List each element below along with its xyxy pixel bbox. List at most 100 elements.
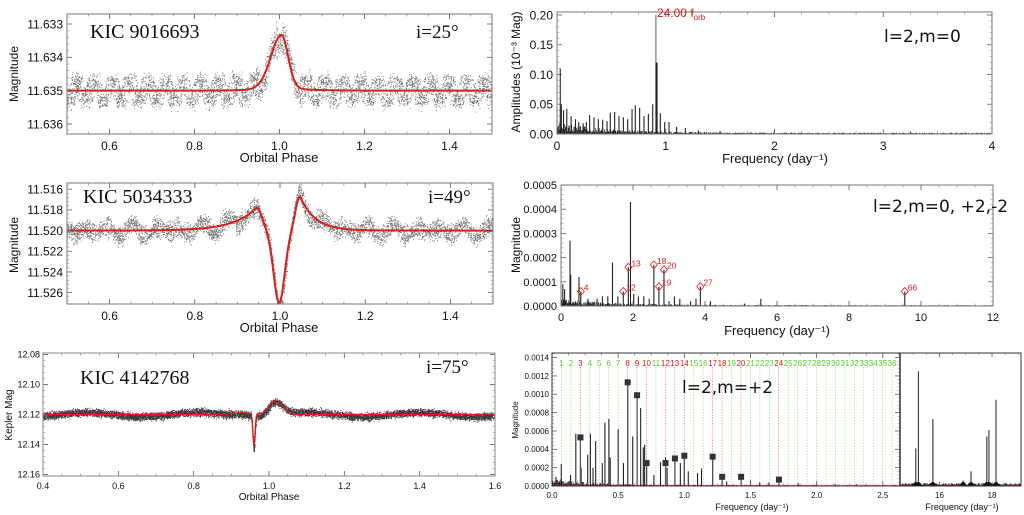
lc1-xtick-label: 0.6 — [101, 139, 118, 153]
lc1-ytick-label: 11.634 — [27, 51, 63, 65]
ps2-xtick-label: 2 — [630, 312, 636, 324]
ps3-square-marker — [577, 434, 584, 441]
lc1-xtick-label: 0.8 — [186, 139, 203, 153]
ps3-harmonic-label: 17 — [708, 359, 717, 368]
ps3-xtick-label: 1.0 — [679, 491, 691, 500]
ps3-square-marker — [671, 455, 678, 462]
ps2-xtick-label: 6 — [774, 312, 780, 324]
ps3-ytick-label: 0.0012 — [525, 372, 550, 381]
ps2-harmonic-marker — [619, 286, 628, 297]
ps3-inset-peak-base — [959, 482, 968, 486]
lc2-ytick-label: 11.520 — [27, 224, 63, 238]
ps1-spectrum — [557, 14, 992, 134]
ps3-harmonic-label: 5 — [597, 359, 602, 368]
lc1-plot-area: 0.6 0.8 1.0 1.2 1.4 11.633 11.634 11.635 11.636 — [27, 14, 493, 153]
ps3-harmonic-label: 9 — [635, 359, 640, 368]
lc3-inclination-label: i=75° — [426, 357, 469, 378]
ps2-xtick-label: 8 — [846, 312, 852, 324]
ps1-peak-annotation-sub: orb — [694, 13, 706, 22]
lc2-x-axis-title: Orbital Phase — [240, 320, 319, 335]
ps2-mode-label: l=2,m=0, +2,-2 — [873, 197, 1008, 217]
ps3-inset-peak-base — [928, 482, 937, 486]
ps3-harmonic-label: 3 — [578, 359, 583, 368]
ps3-harmonic-label: 29 — [822, 359, 831, 368]
ps2-harmonic-marker — [900, 286, 909, 297]
lc2-inclination-label: i=49° — [428, 187, 471, 208]
panel-lc3: 0.4 0.6 0.8 1.0 1.2 1.4 1.6 12.08 12.10 12.12 12.1… — [4, 350, 501, 503]
ps3-ytick-label: 0.0014 — [525, 353, 550, 362]
lc1-ytick-label: 11.636 — [27, 117, 63, 131]
lc3-model-curve — [43, 400, 495, 447]
lc3-ytick-label: 12.10 — [17, 380, 40, 390]
ps3-plot-area: 1 2 3 4 5 6 7 8 9 10 11 12 13 14 15 16 17 18 19 20 21 22 23 24 2… — [525, 353, 900, 500]
ps2-xtick-label: 4 — [702, 312, 708, 324]
lc3-xtick-label: 1.6 — [489, 481, 502, 491]
lc3-star-title: KIC 4142768 — [80, 367, 189, 389]
ps3-harmonic-label: 1 — [559, 359, 564, 368]
lc3-ytick-label: 12.14 — [17, 440, 40, 450]
ps3-mode-label: l=2,m=+2 — [682, 378, 773, 398]
lc3-frame — [42, 352, 496, 477]
ps3-ytick-label: 0.0006 — [525, 427, 550, 436]
ps3-square-marker — [624, 379, 631, 386]
lc1-inclination-label: i=25° — [416, 22, 459, 43]
lc3-xtick-label: 1.4 — [413, 481, 426, 491]
lc3-xtick-label: 1.0 — [263, 481, 276, 491]
ps3-inset-area: 16 18 — [900, 353, 1021, 500]
ps3-harmonic-label: 8 — [625, 359, 630, 368]
ps2-harmonic-label: 4 — [584, 282, 589, 292]
ps2-y-axis-title: Magnitude — [509, 217, 523, 273]
ps3-harmonic-label: 25 — [784, 359, 793, 368]
ps3-inset-xtick-label: 18 — [988, 491, 997, 500]
ps1-mode-label: l=2,m=0 — [884, 27, 961, 47]
ps1-peak-annotation-text: 24.00 f — [657, 6, 694, 20]
lc2-ytick-label: 11.516 — [27, 183, 63, 197]
lc1-star-title: KIC 9016693 — [90, 21, 199, 43]
lc1-x-axis-title: Orbital Phase — [240, 150, 319, 165]
ps3-inset-peak-base — [992, 482, 1001, 486]
ps2-frame — [560, 184, 994, 307]
ps2-harmonic-label: 20 — [667, 261, 677, 271]
ps3-square-marker — [738, 473, 745, 480]
ps2-harmonic-label: 66 — [908, 282, 918, 292]
ps3-inset-peak-base — [967, 482, 976, 486]
ps2-harmonic-label: 13 — [631, 258, 641, 268]
lc1-xtick-label: 1.2 — [356, 139, 373, 153]
ps3-square-marker — [681, 452, 688, 459]
ps2-ytick-label: 0.0004 — [523, 204, 557, 216]
ps3-harmonic-label: 14 — [680, 359, 689, 368]
lc3-xtick-label: 0.8 — [187, 481, 200, 491]
ps3-inset-xtick-label: 16 — [935, 491, 944, 500]
ps3-square-marker — [775, 476, 782, 483]
ps1-ytick-label: 0.20 — [530, 8, 554, 22]
lc3-ytick-label: 12.16 — [17, 470, 40, 480]
ps3-x-axis-title: Frequency (day⁻¹) — [715, 502, 788, 512]
ps3-square-marker — [643, 460, 650, 467]
lc1-frame — [66, 13, 493, 135]
ps2-xtick-label: 12 — [987, 312, 999, 324]
ps3-ytick-label: 0.0000 — [525, 482, 550, 491]
panel-lc1: 0.6 0.8 1.0 1.2 1.411.63311.63411.63511.636 … — [7, 13, 493, 165]
ps3-harmonic-label: 35 — [878, 359, 887, 368]
lc1-model-curve — [67, 33, 492, 92]
ps1-frame — [556, 11, 993, 135]
ps3-xtick-label: 2.5 — [877, 491, 889, 500]
ps3-frame — [551, 352, 1022, 487]
panel-ps1: 0 1 2 3 4 0.00 0.05 0.10 0.15 0.20 l=2,m=0 Freque… — [509, 6, 996, 166]
ps3-harmonic-label: 4 — [588, 359, 593, 368]
ps2-ytick-label: 0.0002 — [523, 253, 557, 265]
ps3-square-marker — [709, 453, 716, 460]
ps3-harmonic-label: 28 — [812, 359, 821, 368]
ps3-harmonic-label: 7 — [616, 359, 621, 368]
ps2-harmonic-label: 19 — [662, 278, 672, 288]
lc3-x-axis-title: Orbital Phase — [239, 492, 300, 503]
lc2-xtick-label: 0.6 — [101, 309, 118, 323]
lc2-xtick-label: 1.0 — [272, 309, 289, 323]
ps1-x-axis-title: Frequency (day⁻¹) — [722, 151, 828, 166]
ps3-xtick-label: 2.0 — [811, 491, 823, 500]
ps3-square-marker — [634, 392, 641, 399]
lc1-ytick-label: 11.633 — [27, 17, 63, 31]
ps2-harmonic-marker — [659, 265, 668, 275]
ps3-harmonic-label: 12 — [661, 359, 670, 368]
ps3-harmonic-label: 15 — [689, 359, 698, 368]
